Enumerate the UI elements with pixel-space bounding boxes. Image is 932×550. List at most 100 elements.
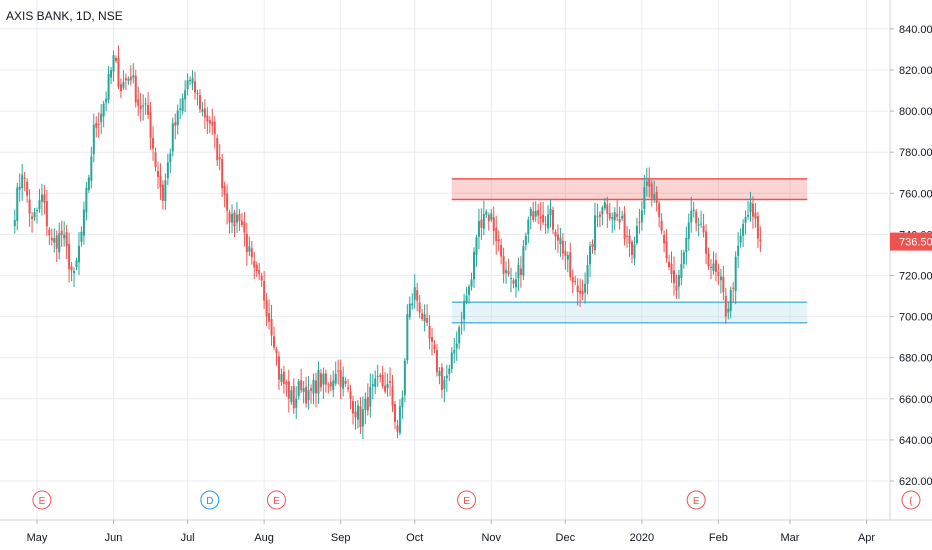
candle-body-130 (334, 373, 337, 384)
candle-body-215 (544, 224, 547, 226)
candle-body-8 (33, 212, 36, 218)
candle-body-74 (196, 93, 199, 95)
candle-body-152 (389, 380, 392, 383)
candle-body-214 (542, 214, 545, 223)
candle-body-115 (297, 381, 300, 397)
candle-body-151 (386, 383, 389, 388)
last-price-tag: 736.50 (890, 232, 932, 251)
candle-body-140 (359, 406, 362, 427)
candle-body-142 (364, 398, 367, 411)
candle-body-282 (709, 267, 712, 269)
candle-body-258 (650, 183, 653, 199)
candle-body-68 (181, 98, 184, 112)
support-zone-fill (451, 302, 808, 323)
candle-body-135 (347, 387, 350, 389)
time-tick-label-8: 2020 (630, 532, 654, 544)
event-label-2: E (273, 496, 280, 507)
candle-body-181 (460, 322, 463, 324)
candle-body-17 (55, 235, 58, 249)
candle-body-221 (559, 237, 562, 245)
candle-body-239 (603, 202, 606, 209)
time-tick-label-4: Sep (331, 532, 351, 544)
candle-body-127 (327, 384, 330, 386)
candle-body-280 (705, 231, 708, 254)
candle-body-62 (166, 162, 169, 179)
event-marker-3[interactable]: E (457, 490, 477, 510)
event-marker-1[interactable]: D (200, 490, 220, 510)
candle-body-297 (747, 215, 750, 217)
candle-body-286 (719, 276, 722, 281)
event-marker-2[interactable]: E (266, 490, 286, 510)
candle-body-92 (240, 220, 243, 226)
candle-body-278 (700, 223, 703, 225)
time-tick-label-1: Jun (105, 532, 123, 544)
event-label-4: E (693, 496, 700, 507)
candle-body-99 (258, 270, 261, 274)
event-marker-5[interactable]: ( (901, 490, 921, 510)
time-axis[interactable]: May Jun Jul Aug Sep Oct Nov Dec 2020 Feb Mar Apr (27, 520, 876, 544)
candle-body-146 (374, 378, 377, 387)
candle-body-64 (171, 123, 174, 152)
candle-body-290 (729, 289, 732, 311)
candle-body-69 (184, 90, 187, 100)
candle-body-70 (186, 80, 189, 90)
time-tick-label-5: Oct (406, 532, 423, 544)
candle-body-274 (690, 210, 693, 223)
candle-body-293 (737, 245, 740, 256)
candle-body-208 (527, 219, 530, 235)
candle-body-154 (393, 404, 396, 423)
candle-body-14 (48, 229, 51, 236)
candle-body-36 (102, 103, 105, 117)
candle-body-5 (26, 181, 29, 196)
time-tick-label-11: Apr (858, 532, 875, 544)
candle-body-191 (485, 211, 488, 215)
candle-body-220 (556, 234, 559, 241)
event-marker-4[interactable]: E (686, 490, 706, 510)
candle-body-259 (653, 194, 656, 199)
candle-body-95 (248, 246, 251, 252)
candle-body-1 (16, 187, 19, 221)
price-tick-label-7: 760.00 (899, 188, 932, 200)
candle-body-288 (724, 295, 727, 317)
candle-body-109 (282, 371, 285, 384)
candle-body-217 (549, 208, 552, 216)
candle-body-84 (221, 158, 224, 189)
candle-body-248 (626, 235, 629, 237)
candle-body-11 (40, 194, 43, 202)
candle-body-126 (324, 373, 327, 385)
candlestick-series (13, 45, 762, 440)
event-circle-2 (266, 490, 286, 510)
candle-body-45 (124, 78, 127, 81)
candle-body-197 (500, 244, 503, 257)
candle-body-171 (435, 350, 438, 373)
candle-body-144 (369, 386, 372, 407)
candle-body-238 (601, 207, 604, 215)
candle-body-263 (663, 234, 666, 244)
candle-body-261 (658, 203, 661, 218)
candle-body-44 (122, 82, 125, 88)
candle-body-79 (208, 119, 211, 124)
candle-body-22 (68, 243, 71, 270)
event-marker-0[interactable]: E (32, 490, 52, 510)
candle-body-94 (245, 234, 248, 253)
candle-body-199 (505, 269, 508, 273)
candle-body-271 (682, 252, 685, 264)
candle-body-39 (110, 70, 113, 78)
candle-body-194 (492, 217, 495, 232)
candle-body-49 (134, 75, 137, 103)
candle-body-106 (275, 349, 278, 354)
candle-body-93 (243, 222, 246, 233)
candle-body-156 (398, 406, 401, 434)
candle-body-32 (92, 124, 95, 155)
candle-body-88 (231, 213, 234, 223)
candle-body-148 (379, 375, 382, 377)
candle-body-164 (418, 302, 421, 313)
candle-body-243 (613, 212, 616, 221)
candle-body-253 (638, 222, 641, 224)
resistance-zone-fill (451, 178, 808, 200)
candle-body-186 (472, 251, 475, 280)
candle-body-35 (100, 113, 103, 123)
candle-body-13 (45, 201, 48, 227)
chart-title: AXIS BANK, 1D, NSE (6, 9, 123, 23)
